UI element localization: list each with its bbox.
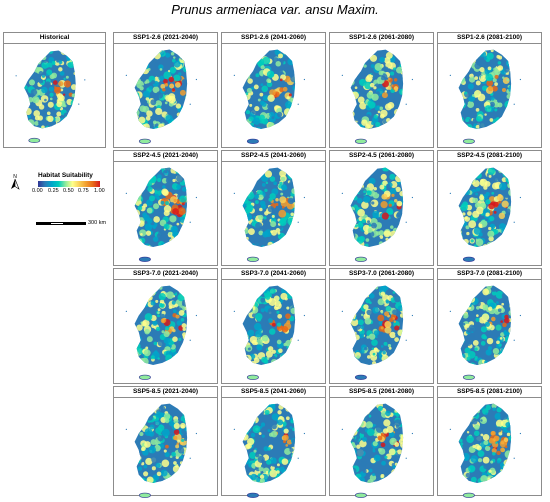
jeju-island (246, 374, 259, 380)
jeju-island (28, 137, 41, 143)
scenario-map-panel: SSP5-8.5 (2061-2080) (329, 386, 434, 498)
jeju-island (138, 374, 151, 380)
jeju-island (246, 256, 259, 262)
panel-title: SSP1-2.6 (2021-2040) (114, 33, 217, 44)
jeju-island (462, 138, 475, 144)
scenario-map-panel: SSP3-7.0 (2041-2060) (221, 268, 326, 384)
scenario-map-panel: SSP5-8.5 (2081-2100) (437, 386, 542, 498)
panel-title: SSP5-8.5 (2081-2100) (438, 387, 541, 398)
jeju-island (462, 374, 475, 380)
suitability-map (125, 403, 198, 498)
scenario-map-panel: SSP3-7.0 (2021-2040) (113, 268, 218, 384)
panel-title: SSP2-4.5 (2021-2040) (114, 151, 217, 162)
scenario-map-panel: SSP1-2.6 (2041-2060) (221, 32, 326, 148)
panel-title: SSP3-7.0 (2041-2060) (222, 269, 325, 280)
panel-title: SSP5-8.5 (2021-2040) (114, 387, 217, 398)
suitability-map (15, 50, 86, 143)
scenario-map-panel: SSP5-8.5 (2021-2040) (113, 386, 218, 498)
scenario-map-panel: SSP1-2.6 (2061-2080) (329, 32, 434, 148)
jeju-island (462, 492, 475, 498)
jeju-island (246, 138, 259, 144)
suitability-map (341, 167, 414, 262)
jeju-island (354, 492, 367, 498)
panel-title: SSP2-4.5 (2061-2080) (330, 151, 433, 162)
north-label: N (13, 174, 17, 180)
suitability-map (341, 403, 414, 498)
scenario-map-panel: SSP2-4.5 (2021-2040) (113, 150, 218, 266)
suitability-map (233, 167, 306, 262)
scenario-map-panel: SSP3-7.0 (2081-2100) (437, 268, 542, 384)
suitability-map (449, 167, 522, 262)
jeju-island (246, 492, 259, 498)
panel-title: SSP2-4.5 (2041-2060) (222, 151, 325, 162)
panel-title: SSP1-2.6 (2081-2100) (438, 33, 541, 44)
jeju-island (138, 138, 151, 144)
suitability-map (233, 403, 306, 498)
panel-title: Historical (4, 33, 105, 44)
scale-bar: 300 km (36, 220, 106, 226)
tick-label: 0.25 (48, 188, 59, 194)
scenario-map-panel: SSP5-8.5 (2041-2060) (221, 386, 326, 498)
scenario-map-panel: SSP2-4.5 (2061-2080) (329, 150, 434, 266)
scenario-map-panel: SSP2-4.5 (2041-2060) (221, 150, 326, 266)
scenario-map-panel: SSP3-7.0 (2061-2080) (329, 268, 434, 384)
jeju-island (354, 374, 367, 380)
jeju-island (354, 138, 367, 144)
panel-title: SSP1-2.6 (2061-2080) (330, 33, 433, 44)
tick-label: 0.00 (32, 188, 43, 194)
suitability-map (449, 403, 522, 498)
historical-map-panel: Historical (3, 32, 106, 148)
suitability-map (125, 167, 198, 262)
suitability-map (125, 285, 198, 380)
scenario-map-panel: SSP1-2.6 (2081-2100) (437, 32, 542, 148)
suitability-map (125, 49, 198, 144)
legend-title: Habitat Suitability (38, 172, 93, 179)
panel-title: SSP1-2.6 (2041-2060) (222, 33, 325, 44)
jeju-island (138, 256, 151, 262)
suitability-map (449, 285, 522, 380)
tick-label: 1.00 (94, 188, 105, 194)
panel-title: SSP2-4.5 (2081-2100) (438, 151, 541, 162)
scenario-map-panel: SSP2-4.5 (2081-2100) (437, 150, 542, 266)
figure-title: Prunus armeniaca var. ansu Maxim. (171, 2, 379, 17)
panel-title: SSP5-8.5 (2061-2080) (330, 387, 433, 398)
jeju-island (462, 256, 475, 262)
tick-label: 0.50 (63, 188, 74, 194)
suitability-map (449, 49, 522, 144)
habitat-suitability-colorbar (38, 181, 100, 187)
north-arrow-icon: N (11, 174, 20, 190)
suitability-map (233, 49, 306, 144)
suitability-map (233, 285, 306, 380)
panel-title: SSP5-8.5 (2041-2060) (222, 387, 325, 398)
panel-title: SSP3-7.0 (2061-2080) (330, 269, 433, 280)
map-legend: N Habitat Suitability 0.00 0.25 0.50 0.7… (8, 172, 110, 232)
suitability-map (341, 49, 414, 144)
jeju-island (138, 492, 151, 498)
scale-bar-label: 300 km (88, 220, 107, 226)
panel-title: SSP3-7.0 (2081-2100) (438, 269, 541, 280)
scenario-map-panel: SSP1-2.6 (2021-2040) (113, 32, 218, 148)
suitability-map (341, 285, 414, 380)
jeju-island (354, 256, 367, 262)
panel-title: SSP3-7.0 (2021-2040) (114, 269, 217, 280)
tick-label: 0.75 (78, 188, 89, 194)
